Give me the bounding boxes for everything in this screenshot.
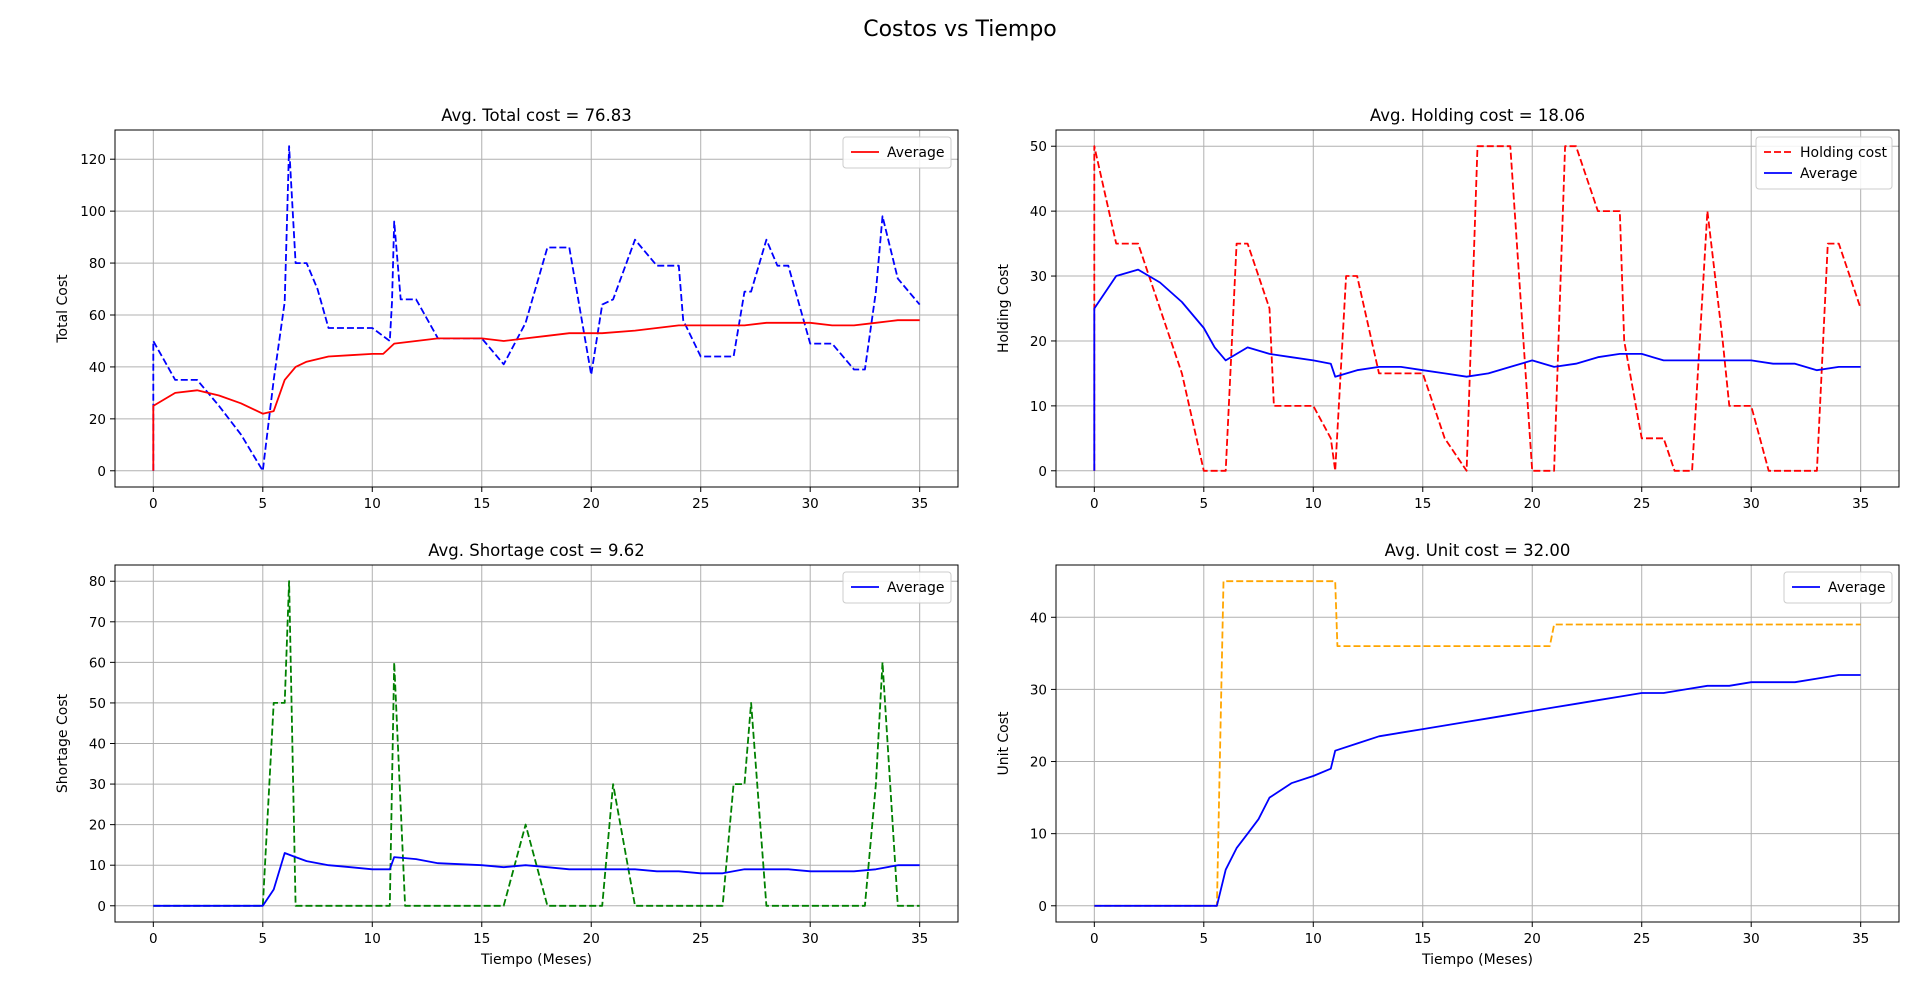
subplot-4: 0 5 10 15 20 25 30 35 0 10 20 30 40 Avg. Unit cost = …	[996, 541, 1900, 968]
x-tick-label: 10	[364, 931, 381, 947]
y-tick-label: 40	[1030, 610, 1047, 626]
x-tick-label: 5	[1200, 931, 1209, 947]
y-tick-label: 100	[80, 204, 106, 220]
x-tick-label: 20	[583, 931, 600, 947]
series-line-average	[1093, 268, 1861, 471]
legend-box	[1783, 571, 1893, 604]
legend-box	[842, 136, 952, 169]
x-tick-label: 0	[149, 931, 158, 947]
subplot-title: Avg. Holding cost = 18.06	[1370, 106, 1585, 125]
x-tick-label: 35	[911, 931, 928, 947]
x-axis-label: Tiempo (Meses)	[480, 952, 592, 968]
x-tick-label: 30	[1743, 496, 1760, 512]
x-tick-label: 30	[802, 931, 819, 947]
y-tick-label: 10	[89, 858, 106, 874]
subplot-1: 0 5 10 15 20 25 30 35 0 20 40 60 80 100 120 Avg. Total …	[55, 106, 959, 512]
x-tick-label: 20	[1524, 931, 1541, 947]
x-tick-label: 15	[1414, 496, 1431, 512]
legend-box	[842, 571, 952, 604]
legend-label: Average	[887, 580, 945, 596]
y-tick-label: 50	[1030, 139, 1047, 155]
series-line-holding-cost	[1093, 145, 1862, 472]
x-tick-label: 15	[1414, 931, 1431, 947]
axes-frame	[1055, 564, 1900, 923]
x-axis-label: Tiempo (Meses)	[1421, 952, 1533, 968]
legend-label: Holding cost	[1800, 145, 1888, 161]
x-tick-label: 0	[149, 496, 158, 512]
x-tick-label: 35	[911, 496, 928, 512]
subplot-title: Avg. Unit cost = 32.00	[1385, 541, 1571, 560]
y-tick-label: 50	[89, 696, 106, 712]
legend-label: Average	[1828, 580, 1886, 596]
subplot-title: Avg. Shortage cost = 9.62	[428, 541, 645, 560]
subplot-3: 0 5 10 15 20 25 30 35 0 10 20 30 40 50 60 70 80 Avg. Shor…	[55, 541, 959, 968]
axes-frame	[1055, 129, 1900, 488]
y-tick-label: 30	[1030, 269, 1047, 285]
y-tick-label: 0	[97, 899, 106, 915]
y-tick-label: 0	[1038, 899, 1047, 915]
x-tick-label: 10	[1305, 496, 1322, 512]
y-axis-label: Unit Cost	[996, 711, 1012, 776]
x-tick-label: 25	[1633, 496, 1650, 512]
y-axis-label: Shortage Cost	[55, 693, 71, 793]
y-tick-label: 10	[1030, 399, 1047, 415]
x-tick-label: 20	[583, 496, 600, 512]
legend-label: Average	[887, 145, 945, 161]
x-tick-label: 25	[692, 931, 709, 947]
series-line-series-1	[152, 145, 921, 472]
x-tick-label: 0	[1090, 496, 1099, 512]
legend: Average	[842, 571, 952, 604]
subplot-2: 0 5 10 15 20 25 30 35 0 10 20 30 40 50 Avg. Holding co…	[996, 106, 1900, 512]
y-tick-label: 30	[89, 777, 106, 793]
x-tick-label: 5	[1200, 496, 1209, 512]
legend: Holding cost Average	[1755, 136, 1893, 190]
y-tick-label: 0	[97, 464, 106, 480]
series-line-series-1	[153, 580, 920, 907]
y-tick-label: 80	[89, 256, 106, 272]
y-tick-label: 60	[89, 308, 106, 324]
y-axis-label: Total Cost	[55, 274, 71, 344]
x-tick-label: 5	[259, 931, 268, 947]
series-line-average	[153, 852, 920, 907]
series-line-series-1	[1094, 580, 1861, 907]
y-tick-label: 40	[1030, 204, 1047, 220]
y-axis-label: Holding Cost	[996, 263, 1012, 353]
subplot-title: Avg. Total cost = 76.83	[441, 106, 632, 125]
y-tick-label: 20	[1030, 755, 1047, 771]
legend-box	[1755, 136, 1893, 190]
axes-frame	[114, 129, 959, 488]
y-tick-label: 0	[1038, 464, 1047, 480]
figure-title: Costos vs Tiempo	[863, 17, 1057, 42]
y-tick-label: 80	[89, 574, 106, 590]
x-tick-label: 30	[802, 496, 819, 512]
y-tick-label: 70	[89, 615, 106, 631]
legend: Average	[1783, 571, 1893, 604]
y-tick-label: 30	[1030, 682, 1047, 698]
legend: Average	[842, 136, 952, 169]
x-tick-label: 10	[364, 496, 381, 512]
y-tick-label: 40	[89, 737, 106, 753]
y-tick-label: 40	[89, 360, 106, 376]
y-tick-label: 20	[89, 412, 106, 428]
y-tick-label: 20	[89, 818, 106, 834]
x-tick-label: 30	[1743, 931, 1760, 947]
y-tick-label: 120	[80, 152, 106, 168]
x-tick-label: 10	[1305, 931, 1322, 947]
x-tick-label: 5	[259, 496, 268, 512]
x-tick-label: 35	[1852, 931, 1869, 947]
x-tick-label: 20	[1524, 496, 1541, 512]
x-tick-label: 0	[1090, 931, 1099, 947]
x-tick-label: 15	[473, 496, 490, 512]
legend-label: Average	[1800, 166, 1858, 182]
y-tick-label: 10	[1030, 827, 1047, 843]
x-tick-label: 15	[473, 931, 490, 947]
x-tick-label: 35	[1852, 496, 1869, 512]
y-tick-label: 20	[1030, 334, 1047, 350]
x-tick-label: 25	[692, 496, 709, 512]
y-tick-label: 60	[89, 655, 106, 671]
series-line-average	[1094, 674, 1861, 907]
series-line-average	[152, 319, 920, 471]
x-tick-label: 25	[1633, 931, 1650, 947]
